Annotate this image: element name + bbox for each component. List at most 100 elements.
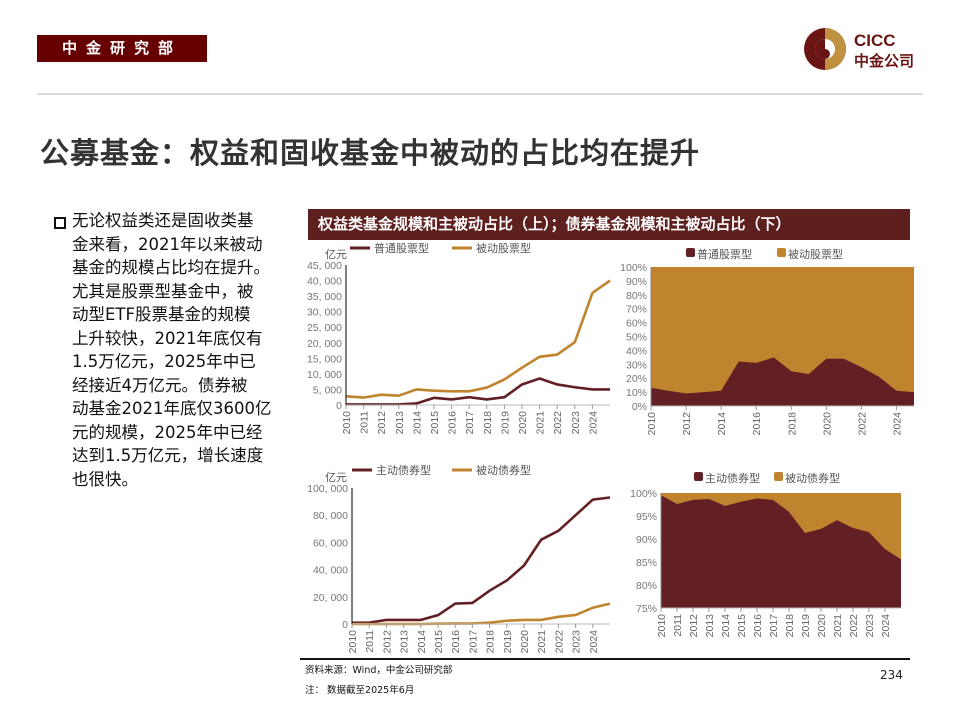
bullet-line: 上升较快，2021年底仅有: [72, 328, 263, 348]
x-tick-label: 2013: [399, 630, 411, 654]
legend-label: 被动债券型: [785, 471, 840, 485]
y-tick-label: 40, 000: [313, 565, 348, 577]
x-tick-label: 2022: [553, 630, 565, 654]
y-tick-label: 60, 000: [313, 537, 348, 549]
y-tick-label: 5, 000: [313, 384, 342, 396]
x-tick-label: 2020: [517, 411, 529, 435]
x-tick-label: 2024: [891, 412, 903, 436]
bullet-line: 动型ETF股票基金的规模: [72, 305, 251, 324]
y-tick-label: 90%: [636, 534, 657, 546]
x-tick-label: 2012: [376, 411, 388, 435]
x-tick-label: 2016: [450, 630, 462, 654]
x-tick-label: 2022: [848, 614, 860, 638]
data-note: 注： 数据截至2025年6月: [305, 685, 415, 696]
svg-text:CICC: CICC: [854, 31, 896, 50]
y-tick-label: 85%: [636, 557, 657, 569]
legend-label: 被动股票型: [788, 247, 843, 261]
line-0-series-1: [346, 377, 610, 406]
x-tick-label: 2014: [411, 411, 423, 435]
x-tick-label: 2011: [359, 411, 371, 434]
x-tick-label: 2021: [536, 630, 548, 654]
y-tick-label: 15, 000: [307, 353, 342, 365]
x-tick-label: 2012: [688, 614, 700, 638]
y-tick-label: 40, 000: [307, 276, 342, 288]
header-divider: [37, 93, 923, 95]
bullet-line: 经接近4万亿元。债券被: [72, 375, 248, 395]
y-tick-label: 25, 000: [307, 322, 342, 334]
x-tick-label: 2018: [485, 630, 497, 654]
bullet-line: 动基金2021年底仅3600亿: [72, 399, 272, 418]
x-tick-label: 2014: [716, 412, 728, 436]
source-note: 资料来源：Wind，中金公司研究部: [305, 665, 453, 676]
page-number: 234: [880, 668, 903, 682]
x-tick-label: 2018: [786, 412, 798, 436]
x-tick-label: 2020: [519, 630, 531, 654]
y-tick-label: 100%: [630, 488, 657, 500]
bullet-square-icon: [54, 217, 66, 229]
y-tick-label: 40%: [626, 345, 647, 357]
x-tick-label: 2011: [364, 630, 376, 653]
chart-banner-title: 权益类基金规模和主被动占比（上）；债券基金规模和主被动占比（下）: [308, 209, 910, 240]
y-tick-label: 20, 000: [313, 592, 348, 604]
y-tick-label: 100, 000: [307, 483, 348, 495]
y-tick-label: 80, 000: [313, 510, 348, 522]
x-tick-label: 2010: [341, 411, 353, 435]
x-tick-label: 2013: [704, 614, 716, 638]
svg-text:中金公司: 中金公司: [854, 52, 914, 70]
legend-label: 被动股票型: [476, 241, 531, 255]
x-tick-label: 2015: [429, 411, 441, 435]
legend-swatch: [774, 472, 783, 481]
y-tick-label: 0: [342, 619, 348, 631]
legend-swatch: [686, 248, 695, 257]
y-tick-label: 0%: [632, 401, 647, 413]
x-tick-label: 2019: [502, 630, 514, 654]
y-tick-label: 80%: [636, 580, 657, 592]
x-tick-label: 2022: [856, 412, 868, 436]
y-tick-label: 45, 000: [307, 260, 342, 272]
y-tick-label: 30, 000: [307, 307, 342, 319]
x-tick-label: 2020: [821, 412, 833, 436]
x-tick-label: 2010: [646, 412, 658, 436]
y-tick-label: 100%: [620, 262, 647, 274]
cicc-logo-icon: CICC 中金公司: [804, 28, 914, 70]
x-tick-label: 2010: [347, 630, 359, 654]
x-tick-label: 2021: [832, 614, 844, 638]
y-tick-label: 20, 000: [307, 338, 342, 350]
footer-divider: [300, 658, 910, 660]
bullet-paragraph: 无论权益类还是固收类基 金来看，2021年以来被动 基金的规模占比均在提升。 尤其是股…: [72, 209, 271, 491]
area-1-series-1: [651, 357, 914, 406]
x-tick-label: 2016: [751, 412, 763, 436]
x-tick-label: 2024: [587, 411, 599, 435]
y-tick-label: 0: [336, 400, 342, 412]
x-tick-label: 2018: [482, 411, 494, 435]
x-tick-label: 2023: [571, 630, 583, 654]
y-tick-label: 75%: [636, 603, 657, 615]
y-tick-label: 20%: [626, 373, 647, 385]
x-tick-label: 2017: [464, 411, 476, 435]
x-tick-label: 2023: [570, 411, 582, 435]
legend-label: 主动债券型: [376, 463, 431, 477]
y-tick-label: 80%: [626, 290, 647, 302]
y-tick-label: 35, 000: [307, 291, 342, 303]
x-tick-label: 2014: [416, 630, 428, 654]
cicc-logo: CICC 中金公司: [800, 26, 930, 76]
line-2-series-1: [352, 496, 611, 624]
x-tick-label: 2017: [467, 630, 479, 654]
y-tick-label: 50%: [626, 332, 647, 344]
y-tick-label: 95%: [636, 511, 657, 523]
y-tick-label: 10%: [626, 387, 647, 399]
x-tick-label: 2010: [656, 614, 668, 638]
x-tick-label: 2013: [394, 411, 406, 435]
bullet-line: 达到1.5万亿元，增长速度: [72, 446, 264, 465]
x-tick-label: 2011: [672, 614, 684, 637]
line-0-series-2: [345, 279, 611, 399]
x-tick-label: 2015: [433, 630, 445, 654]
x-tick-label: 2019: [800, 614, 812, 638]
x-tick-label: 2016: [752, 614, 764, 638]
y-tick-label: 70%: [626, 304, 647, 316]
bullet-line: 尤其是股票型基金中，被: [72, 281, 254, 301]
y-tick-label: 60%: [626, 318, 647, 330]
x-tick-label: 2019: [499, 411, 511, 435]
x-tick-label: 2017: [768, 614, 780, 638]
